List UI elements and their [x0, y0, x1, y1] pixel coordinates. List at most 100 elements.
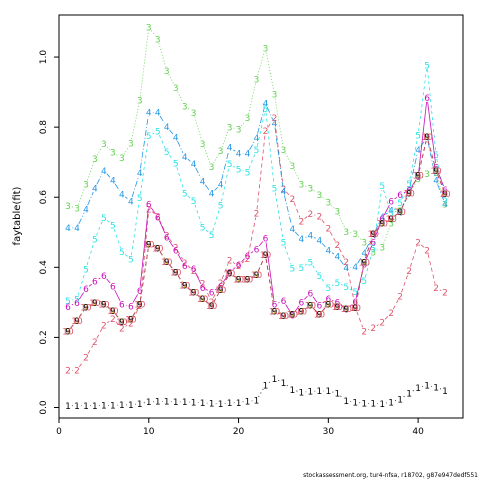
series-3-point: 3	[370, 248, 376, 258]
series-6-point: 6	[415, 173, 421, 183]
series-7-point: 7	[164, 258, 170, 268]
series-10-point: 10	[62, 327, 74, 337]
series-9-point: 9	[308, 302, 314, 312]
series-2-point: 2	[101, 321, 107, 331]
series-7-point: 7	[442, 190, 448, 200]
series-8-point: 8	[254, 271, 260, 281]
series-1: 1 1 1 1 1 1 1 1 1 1 1 1 1 1 1 1 1 1 1 1 1 111 11 1 1 1 1 11 1 1 1 1 1 111…	[65, 375, 448, 412]
series-6-point: 6	[191, 265, 197, 275]
series-5-point: 5	[424, 61, 430, 71]
series-7-point: 7	[236, 275, 242, 285]
series-8-point: 8	[388, 215, 394, 225]
series-5-point: 5	[218, 201, 224, 211]
series-6-point: 6	[254, 245, 260, 255]
series-2-point: 2	[254, 210, 260, 220]
series-5-point: 5	[272, 185, 278, 195]
series-4-point: 4	[74, 224, 80, 234]
series-7-point: 7	[406, 190, 412, 200]
series-2-point: 2	[370, 324, 376, 334]
series-2-point: 2	[245, 255, 251, 265]
series-1-point: 1	[433, 383, 439, 393]
series-2-point: 2	[110, 315, 116, 325]
series-7-point: 7	[128, 316, 134, 326]
series-8-point: 8	[352, 304, 358, 314]
series-1-point: 1	[334, 389, 340, 399]
series-6-point: 6	[146, 200, 152, 210]
series-9-point: 9	[352, 304, 358, 314]
series-5-point: 5	[254, 146, 260, 156]
series-3-point: 3	[191, 109, 197, 119]
series-1-point: 1	[281, 379, 287, 389]
series-8-point: 8	[209, 302, 215, 312]
series-8-point: 8	[200, 295, 206, 305]
series-6-point: 6	[433, 163, 439, 173]
series-9-point: 9	[65, 327, 71, 337]
series-3-point: 3	[218, 147, 224, 157]
series-7-point: 7	[352, 304, 358, 314]
series-3-point: 3	[110, 149, 116, 159]
series-4-point: 4	[308, 232, 314, 242]
series-2-point: 2	[74, 367, 80, 377]
series-7-point: 7	[299, 308, 305, 318]
series-8-point: 8	[370, 230, 376, 240]
series-2-point: 2	[442, 289, 448, 299]
series-7-point: 7	[101, 300, 107, 310]
series-4-point: 4	[343, 264, 349, 274]
series-5-point: 5	[343, 283, 349, 293]
series-2-point: 2	[397, 293, 403, 303]
series-8-point: 8	[308, 302, 314, 312]
series-2-point: 2	[173, 244, 179, 254]
series-5-point: 5	[361, 277, 367, 287]
series-1-point: 1	[370, 399, 376, 409]
series-3-point: 3	[65, 202, 71, 212]
series-7-point: 7	[74, 317, 80, 327]
series-3-point: 3	[379, 244, 385, 254]
series-8-point: 8	[146, 241, 152, 251]
series-9-point: 9	[281, 312, 287, 322]
x-tick-label: 0	[56, 427, 62, 437]
series-7-point: 7	[379, 219, 385, 229]
series-6-point: 6	[65, 303, 71, 313]
series-2-point: 2	[325, 225, 331, 235]
series-8-point: 8	[415, 172, 421, 182]
series-7-point: 7	[155, 245, 161, 255]
series-9-point: 9	[164, 258, 170, 268]
series-10-point: 10	[430, 167, 442, 177]
series-10-point: 10	[421, 133, 433, 143]
series-10-line	[70, 140, 444, 329]
series-3-point: 3	[254, 75, 260, 85]
series-10-point: 10	[260, 251, 272, 261]
series-4-point: 4	[200, 178, 206, 188]
x-tick-label: 40	[412, 427, 424, 437]
series-2-point: 2	[290, 195, 296, 205]
y-axis-title: faytable(fit)	[12, 186, 23, 245]
series-7-point: 7	[290, 310, 296, 320]
series-9-point: 9	[263, 251, 269, 261]
series-7-point: 7	[110, 307, 116, 317]
series-3-point: 3	[200, 140, 206, 150]
series-6-point: 6	[406, 186, 412, 196]
series-4-point: 4	[442, 200, 448, 210]
series-5-point: 5	[325, 284, 331, 294]
series-9-point: 9	[173, 268, 179, 278]
series-1-line	[72, 380, 442, 407]
series-2-point: 2	[218, 279, 224, 289]
series-3-point: 3	[146, 23, 152, 33]
series-4-point: 4	[316, 237, 322, 247]
series-1-point: 1	[316, 387, 322, 397]
series-1-point: 1	[137, 400, 143, 410]
series-8-point: 8	[245, 275, 251, 285]
series-5-point: 5	[182, 190, 188, 200]
series-4-point: 4	[352, 263, 358, 273]
series-3-point: 3	[281, 146, 287, 156]
series-5-point: 5	[146, 132, 152, 142]
series-7-point: 7	[227, 269, 233, 279]
series-6-point: 6	[352, 298, 358, 308]
series-6-point: 6	[110, 282, 116, 292]
series-1-point: 1	[101, 402, 107, 412]
series-6-point: 6	[343, 306, 349, 316]
series-3-point: 3	[406, 190, 412, 200]
y-tick-label: 0.6	[39, 190, 49, 205]
